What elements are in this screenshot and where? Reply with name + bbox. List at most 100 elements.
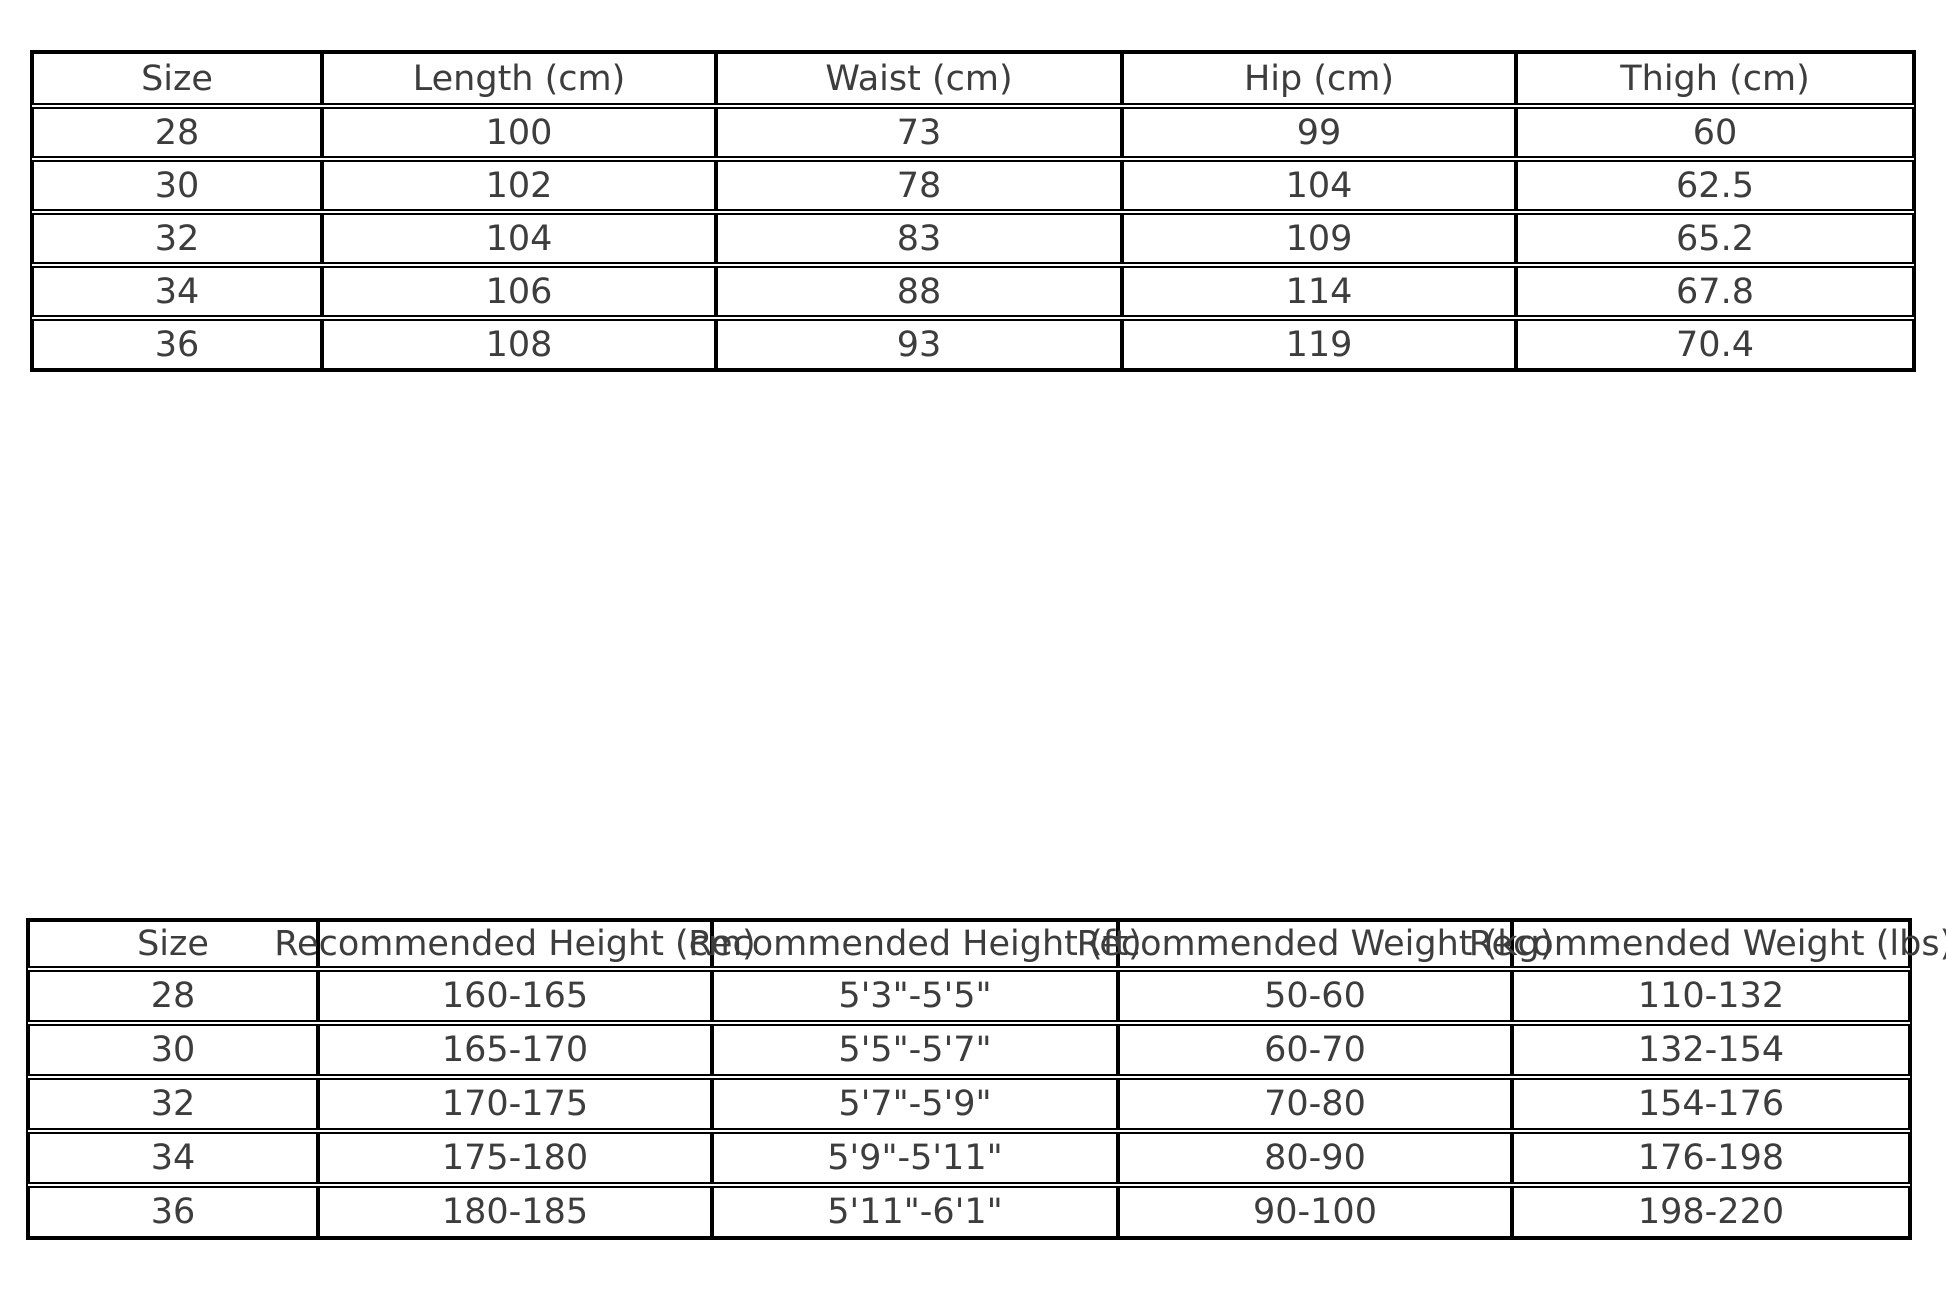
cell-value: 34 xyxy=(154,271,200,312)
header-cell: Size xyxy=(28,920,318,968)
cell-value: 30 xyxy=(150,1030,196,1070)
cell-value: 132-154 xyxy=(1637,1030,1785,1070)
header-cell: Thigh (cm) xyxy=(1516,52,1914,105)
data-cell: 70-80 xyxy=(1118,1078,1512,1130)
cell-value: 83 xyxy=(896,218,942,259)
data-cell: 36 xyxy=(32,319,322,370)
data-cell: 50-60 xyxy=(1118,970,1512,1022)
header-cell: Recommended Weight (kg) xyxy=(1077,920,1553,968)
cell-value: 175-180 xyxy=(441,1138,589,1178)
cell-value: 110-132 xyxy=(1637,976,1785,1016)
cell-value: 60 xyxy=(1692,112,1738,153)
data-cell: 32 xyxy=(28,1078,318,1130)
cell-value: 67.8 xyxy=(1676,271,1754,312)
data-cell: 5'3"-5'5" xyxy=(712,970,1118,1022)
cell-value: 5'7"-5'9" xyxy=(838,1084,992,1124)
cell-value: 5'11"-6'1" xyxy=(827,1192,1003,1232)
data-cell: 62.5 xyxy=(1516,160,1914,211)
cell-value: 70.4 xyxy=(1676,324,1754,365)
cell-value: 60-70 xyxy=(1264,1030,1366,1070)
data-cell: 60-70 xyxy=(1118,1024,1512,1076)
data-cell: 32 xyxy=(32,213,322,264)
cell-value: 119 xyxy=(1285,324,1353,365)
cell-value: 73 xyxy=(896,112,942,153)
data-cell: 78 xyxy=(716,160,1122,211)
data-cell: 176-198 xyxy=(1512,1132,1910,1184)
cell-value: 114 xyxy=(1285,271,1353,312)
data-cell: 80-90 xyxy=(1118,1132,1512,1184)
data-cell: 99 xyxy=(1122,107,1516,158)
cell-value: 102 xyxy=(485,165,553,206)
header-label: Thigh (cm) xyxy=(1620,58,1810,99)
cell-value: 36 xyxy=(154,324,200,365)
header-label: Size xyxy=(137,924,209,964)
header-label: Recommended Height (cm) xyxy=(274,924,756,964)
header-cell: Hip (cm) xyxy=(1122,52,1516,105)
header-cell: Size xyxy=(32,52,322,105)
data-cell: 83 xyxy=(716,213,1122,264)
data-cell: 175-180 xyxy=(318,1132,712,1184)
cell-value: 108 xyxy=(485,324,553,365)
data-cell: 109 xyxy=(1122,213,1516,264)
data-cell: 108 xyxy=(322,319,716,370)
data-cell: 170-175 xyxy=(318,1078,712,1130)
cell-value: 176-198 xyxy=(1637,1138,1785,1178)
data-cell: 5'9"-5'11" xyxy=(712,1132,1118,1184)
data-cell: 180-185 xyxy=(318,1186,712,1238)
data-cell: 28 xyxy=(28,970,318,1022)
cell-value: 28 xyxy=(154,112,200,153)
cell-value: 78 xyxy=(896,165,942,206)
cell-value: 198-220 xyxy=(1637,1192,1785,1232)
cell-value: 104 xyxy=(485,218,553,259)
cell-value: 5'3"-5'5" xyxy=(838,976,992,1016)
header-label: Recommended Weight (kg) xyxy=(1076,924,1554,964)
data-cell: 30 xyxy=(28,1024,318,1076)
cell-value: 165-170 xyxy=(441,1030,589,1070)
data-cell: 67.8 xyxy=(1516,266,1914,317)
header-label: Length (cm) xyxy=(412,58,626,99)
cell-value: 34 xyxy=(150,1138,196,1178)
size-recommendations-table: Size Recommended Height (cm) Recommended H… xyxy=(26,918,1946,1240)
cell-value: 65.2 xyxy=(1676,218,1754,259)
cell-value: 170-175 xyxy=(441,1084,589,1124)
cell-value: 80-90 xyxy=(1264,1138,1366,1178)
cell-value: 180-185 xyxy=(441,1192,589,1232)
data-cell: 102 xyxy=(322,160,716,211)
data-cell: 154-176 xyxy=(1512,1078,1910,1130)
size-measurements-table: Size Length (cm) Waist (cm) Hip (cm) Thigh (… xyxy=(30,50,1916,372)
cell-value: 50-60 xyxy=(1264,976,1366,1016)
header-label: Recommended Height (ft) xyxy=(688,924,1142,964)
header-cell: Recommended Height (ft) xyxy=(688,920,1142,968)
data-cell: 5'11"-6'1" xyxy=(712,1186,1118,1238)
cell-value: 70-80 xyxy=(1264,1084,1366,1124)
header-label: Size xyxy=(141,58,213,99)
data-cell: 90-100 xyxy=(1118,1186,1512,1238)
cell-value: 32 xyxy=(150,1084,196,1124)
data-cell: 70.4 xyxy=(1516,319,1914,370)
data-cell: 132-154 xyxy=(1512,1024,1910,1076)
cell-value: 104 xyxy=(1285,165,1353,206)
data-cell: 65.2 xyxy=(1516,213,1914,264)
cell-value: 5'5"-5'7" xyxy=(838,1030,992,1070)
data-cell: 165-170 xyxy=(318,1024,712,1076)
cell-value: 160-165 xyxy=(441,976,589,1016)
data-cell: 5'7"-5'9" xyxy=(712,1078,1118,1130)
cell-value: 30 xyxy=(154,165,200,206)
cell-value: 100 xyxy=(485,112,553,153)
data-cell: 60 xyxy=(1516,107,1914,158)
data-cell: 106 xyxy=(322,266,716,317)
cell-value: 93 xyxy=(896,324,942,365)
cell-value: 62.5 xyxy=(1676,165,1754,206)
header-label: Recommended Weight (lbs) xyxy=(1468,924,1946,964)
data-cell: 104 xyxy=(1122,160,1516,211)
data-cell: 160-165 xyxy=(318,970,712,1022)
cell-value: 90-100 xyxy=(1253,1192,1377,1232)
data-cell: 198-220 xyxy=(1512,1186,1910,1238)
data-cell: 104 xyxy=(322,213,716,264)
data-cell: 110-132 xyxy=(1512,970,1910,1022)
cell-value: 99 xyxy=(1296,112,1342,153)
cell-value: 5'9"-5'11" xyxy=(827,1138,1003,1178)
data-cell: 114 xyxy=(1122,266,1516,317)
cell-value: 109 xyxy=(1285,218,1353,259)
data-cell: 5'5"-5'7" xyxy=(712,1024,1118,1076)
